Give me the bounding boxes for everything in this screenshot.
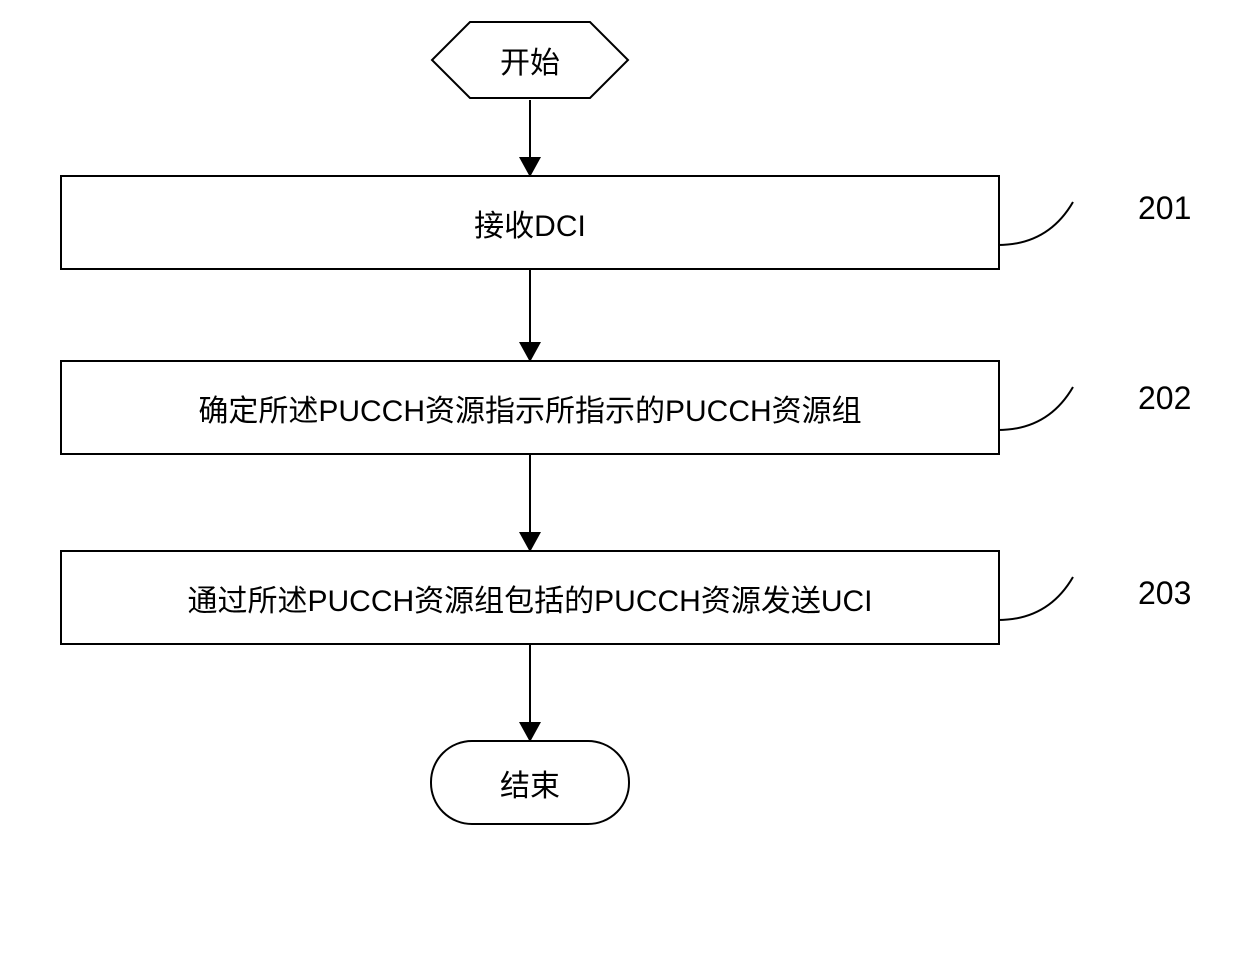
arrow-step1-step2 [529, 270, 531, 360]
step2-node: 确定所述PUCCH资源指示所指示的PUCCH资源组 [60, 360, 1000, 455]
flowchart-container: 开始 接收DCI 确定所述PUCCH资源指示所指示的PUCCH资源组 通过所述P… [60, 20, 1180, 825]
callout-line-201 [998, 197, 1113, 247]
start-node: 开始 [430, 20, 630, 100]
arrow-start-step1 [529, 100, 531, 175]
start-label: 开始 [430, 20, 630, 100]
callout-line-202 [998, 382, 1113, 432]
callout-201: 201 [1138, 190, 1191, 227]
end-label: 结束 [500, 761, 560, 805]
step2-label: 确定所述PUCCH资源指示所指示的PUCCH资源组 [198, 386, 861, 430]
end-node: 结束 [430, 740, 630, 825]
callout-line-203 [998, 572, 1113, 622]
step3-node: 通过所述PUCCH资源组包括的PUCCH资源发送UCI [60, 550, 1000, 645]
callout-203: 203 [1138, 575, 1191, 612]
arrow-step2-step3 [529, 455, 531, 550]
step1-node: 接收DCI [60, 175, 1000, 270]
step1-label: 接收DCI [474, 201, 586, 245]
arrow-step3-end [529, 645, 531, 740]
step3-label: 通过所述PUCCH资源组包括的PUCCH资源发送UCI [187, 576, 872, 620]
callout-202: 202 [1138, 380, 1191, 417]
